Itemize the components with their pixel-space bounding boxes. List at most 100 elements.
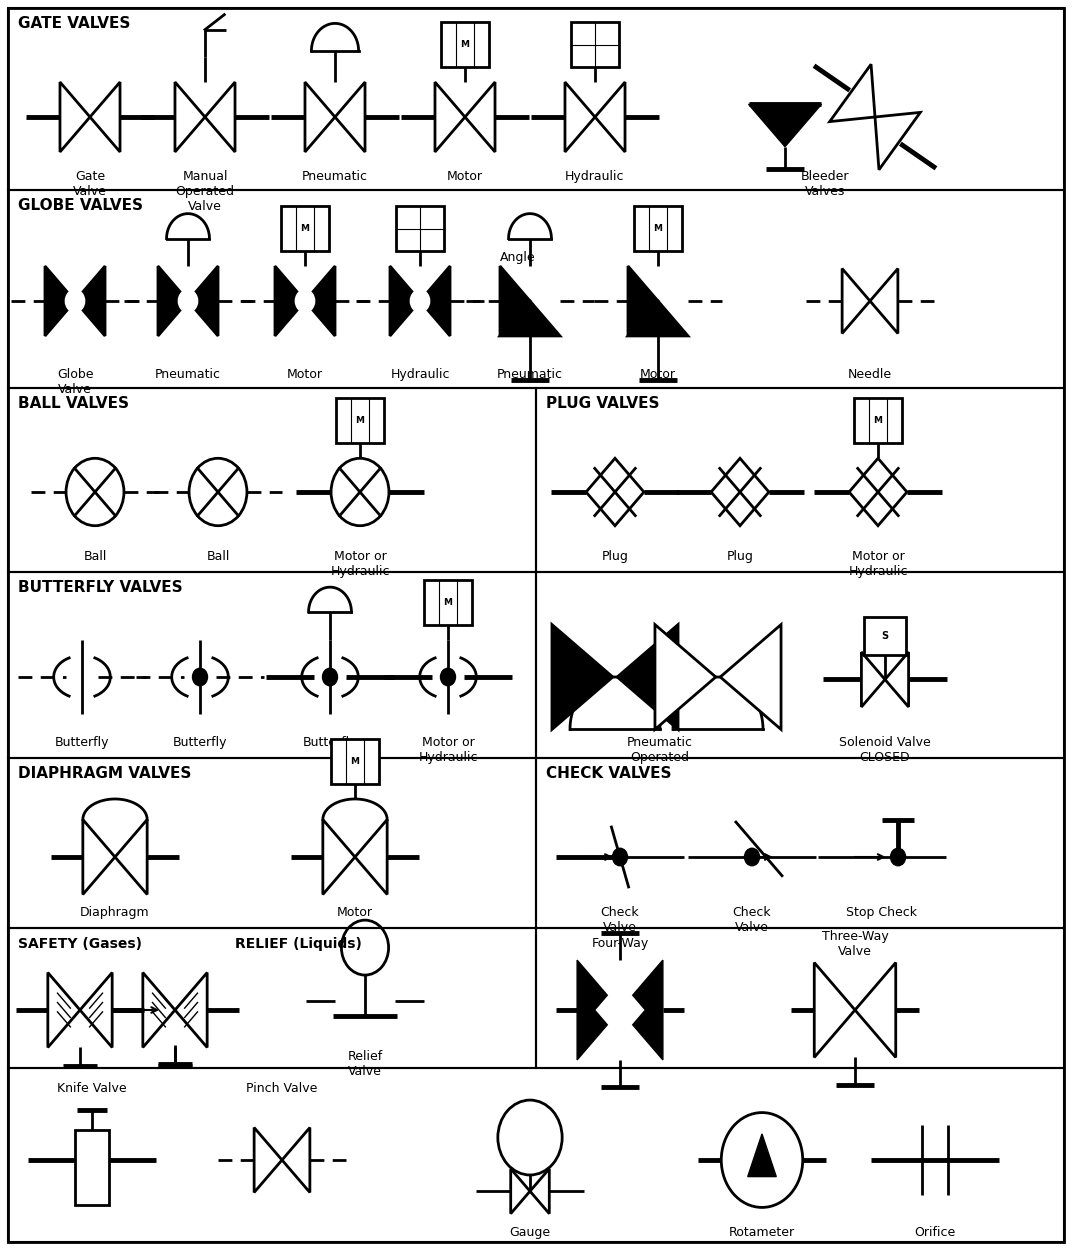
Circle shape bbox=[178, 290, 197, 312]
Bar bbox=[571, 22, 619, 67]
Polygon shape bbox=[465, 82, 495, 152]
Text: Pneumatic: Pneumatic bbox=[302, 170, 368, 183]
Text: M: M bbox=[356, 417, 364, 426]
Polygon shape bbox=[595, 82, 625, 152]
Text: Butterfly: Butterfly bbox=[302, 736, 357, 749]
Circle shape bbox=[189, 458, 247, 525]
Polygon shape bbox=[628, 266, 658, 336]
Polygon shape bbox=[175, 82, 205, 152]
Polygon shape bbox=[620, 960, 662, 1060]
Polygon shape bbox=[849, 458, 907, 525]
Circle shape bbox=[193, 668, 208, 685]
Text: Diaphragm: Diaphragm bbox=[80, 906, 150, 919]
Text: Hydraulic: Hydraulic bbox=[390, 368, 450, 381]
Text: Motor or
Hydraulic: Motor or Hydraulic bbox=[848, 550, 908, 578]
Text: Plug: Plug bbox=[727, 550, 754, 563]
Polygon shape bbox=[158, 266, 188, 336]
Polygon shape bbox=[500, 266, 530, 336]
Bar bbox=[8, 190, 1064, 388]
Polygon shape bbox=[586, 458, 644, 525]
Bar bbox=[8, 1068, 1064, 1242]
Bar bbox=[8, 388, 536, 572]
Polygon shape bbox=[60, 82, 90, 152]
Text: Plug: Plug bbox=[601, 550, 628, 563]
Text: SAFETY (Gases): SAFETY (Gases) bbox=[18, 937, 142, 951]
Bar bbox=[8, 929, 536, 1068]
Text: Motor or
Hydraulic: Motor or Hydraulic bbox=[418, 736, 478, 764]
Bar bbox=[635, 206, 682, 251]
Text: Knife Valve: Knife Valve bbox=[57, 1082, 126, 1094]
Polygon shape bbox=[711, 458, 769, 525]
Text: Pneumatic
Operated: Pneumatic Operated bbox=[627, 736, 693, 764]
Text: Hydraulic: Hydraulic bbox=[565, 170, 625, 183]
Text: Motor: Motor bbox=[447, 170, 483, 183]
Polygon shape bbox=[75, 266, 105, 336]
Text: Motor: Motor bbox=[287, 368, 323, 381]
Bar bbox=[854, 398, 902, 443]
Circle shape bbox=[323, 668, 338, 685]
Text: Motor: Motor bbox=[640, 368, 676, 381]
Polygon shape bbox=[500, 301, 560, 336]
Polygon shape bbox=[334, 82, 364, 152]
Bar bbox=[75, 1129, 109, 1204]
Polygon shape bbox=[628, 301, 688, 336]
Text: Four-Way: Four-Way bbox=[592, 937, 649, 951]
Text: Ball: Ball bbox=[206, 550, 229, 563]
Polygon shape bbox=[748, 105, 821, 147]
Bar bbox=[397, 206, 444, 251]
Text: M: M bbox=[444, 598, 452, 607]
Text: Butterfly: Butterfly bbox=[55, 736, 109, 749]
Polygon shape bbox=[90, 82, 120, 152]
Text: DIAPHRAGM VALVES: DIAPHRAGM VALVES bbox=[18, 766, 192, 781]
Text: GLOBE VALVES: GLOBE VALVES bbox=[18, 198, 143, 213]
Bar bbox=[536, 572, 1064, 758]
Text: Motor or
Hydraulic: Motor or Hydraulic bbox=[330, 550, 390, 578]
Text: Check
Valve: Check Valve bbox=[732, 906, 772, 934]
Text: RELIEF (Liquids): RELIEF (Liquids) bbox=[235, 937, 362, 951]
Bar bbox=[536, 929, 1064, 1068]
Polygon shape bbox=[45, 266, 75, 336]
Polygon shape bbox=[420, 266, 450, 336]
Polygon shape bbox=[655, 624, 716, 729]
Text: Gauge: Gauge bbox=[509, 1226, 551, 1239]
Text: Three-Way
Valve: Three-Way Valve bbox=[821, 930, 889, 958]
Text: Angle: Angle bbox=[500, 251, 536, 263]
Bar bbox=[536, 388, 1064, 572]
Bar bbox=[8, 572, 536, 758]
Text: PLUG VALVES: PLUG VALVES bbox=[546, 397, 659, 412]
Polygon shape bbox=[565, 82, 595, 152]
Circle shape bbox=[331, 458, 389, 525]
Text: Globe
Valve: Globe Valve bbox=[57, 368, 93, 396]
Text: Relief
Valve: Relief Valve bbox=[347, 1050, 383, 1078]
Text: Manual
Operated
Valve: Manual Operated Valve bbox=[176, 170, 235, 213]
Bar bbox=[337, 398, 384, 443]
Bar bbox=[8, 7, 1064, 190]
Circle shape bbox=[65, 290, 85, 312]
Polygon shape bbox=[617, 624, 678, 729]
Text: Check
Valve: Check Valve bbox=[600, 906, 639, 934]
Circle shape bbox=[891, 849, 906, 866]
Text: GATE VALVES: GATE VALVES bbox=[18, 16, 131, 31]
Circle shape bbox=[612, 849, 627, 866]
Bar bbox=[864, 617, 907, 654]
Text: M: M bbox=[654, 225, 662, 233]
Text: M: M bbox=[351, 758, 359, 766]
Bar bbox=[331, 739, 378, 784]
Text: CHECK VALVES: CHECK VALVES bbox=[546, 766, 671, 781]
Text: Gate
Valve: Gate Valve bbox=[73, 170, 107, 198]
Polygon shape bbox=[276, 266, 306, 336]
Text: M: M bbox=[461, 40, 470, 49]
Text: BUTTERFLY VALVES: BUTTERFLY VALVES bbox=[18, 580, 182, 595]
Text: Solenoid Valve
CLOSED: Solenoid Valve CLOSED bbox=[839, 736, 930, 764]
Polygon shape bbox=[552, 624, 613, 729]
Bar bbox=[425, 579, 472, 624]
Text: S: S bbox=[881, 630, 889, 640]
Circle shape bbox=[411, 290, 430, 312]
Polygon shape bbox=[720, 624, 781, 729]
Text: Pinch Valve: Pinch Valve bbox=[247, 1082, 317, 1094]
Text: Motor: Motor bbox=[337, 906, 373, 919]
Text: Orifice: Orifice bbox=[914, 1226, 955, 1239]
Polygon shape bbox=[306, 266, 336, 336]
Text: Butterfly: Butterfly bbox=[173, 736, 227, 749]
Polygon shape bbox=[435, 82, 465, 152]
